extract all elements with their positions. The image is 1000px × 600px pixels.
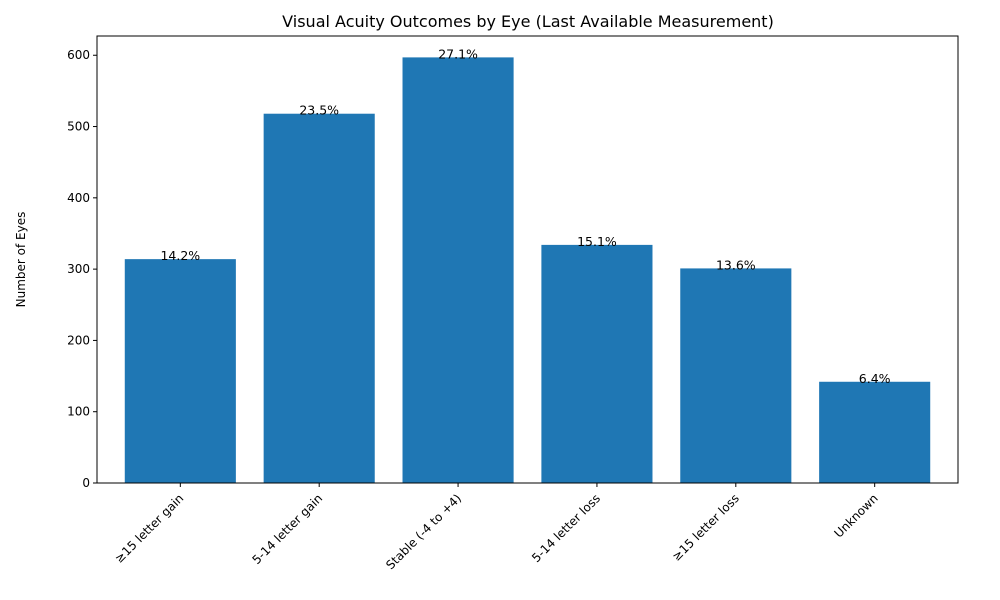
x-tick-label-1: 5-14 letter gain: [249, 491, 325, 567]
data-label-0: 14.2%: [160, 248, 200, 263]
bars-layer: [124, 57, 931, 484]
data-label-3: 15.1%: [577, 234, 617, 249]
y-tick-label-3: 300: [67, 262, 90, 276]
chart-title: Visual Acuity Outcomes by Eye (Last Avai…: [282, 12, 774, 31]
y-axis: 0 100 200 300 400 500 600: [67, 48, 97, 490]
data-label-4: 13.6%: [716, 257, 756, 272]
plot-frame: [96, 35, 959, 484]
y-tick-label-1: 100: [67, 405, 90, 419]
data-label-2: 27.1%: [438, 46, 478, 61]
bar-3: [541, 244, 653, 483]
x-tick-label-5: Unknown: [832, 491, 881, 540]
y-tick-label-5: 500: [67, 120, 90, 134]
x-axis: ≥15 letter gain 5-14 letter gain Stable (-…: [112, 483, 881, 572]
x-tick-label-0: ≥15 letter gain: [112, 491, 186, 565]
y-tick-label-6: 600: [67, 48, 90, 62]
bar-0: [124, 259, 236, 483]
bar-2: [402, 57, 514, 483]
bar-5: [819, 381, 931, 483]
x-tick-label-2: Stable (-4 to +4): [383, 491, 464, 572]
x-tick-label-4: ≥15 letter loss: [669, 491, 742, 564]
bar-4: [680, 268, 792, 483]
bar-1: [263, 113, 375, 484]
y-tick-label-0: 0: [82, 476, 90, 490]
y-tick-label-4: 400: [67, 191, 90, 205]
y-axis-label: Number of Eyes: [14, 212, 28, 308]
data-label-5: 6.4%: [859, 371, 891, 386]
x-tick-label-3: 5-14 letter loss: [529, 491, 603, 565]
y-tick-label-2: 200: [67, 333, 90, 347]
data-labels-layer: 14.2% 23.5% 27.1% 15.1% 13.6% 6.4%: [160, 46, 890, 385]
data-label-1: 23.5%: [299, 103, 339, 118]
